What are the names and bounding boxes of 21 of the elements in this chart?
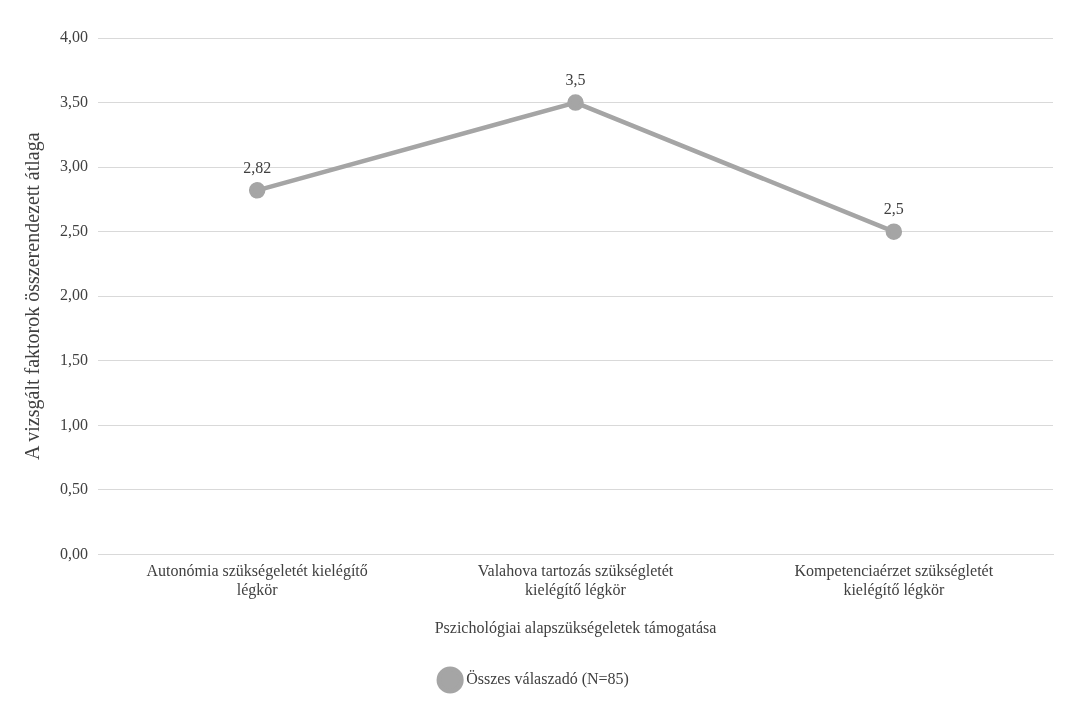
y-tick-label: 3,00	[60, 157, 88, 175]
y-tick-label: 0,50	[60, 480, 88, 498]
y-tick-label: 2,50	[60, 221, 88, 239]
y-tick-label: 4,00	[60, 28, 88, 46]
legend-label: Összes válaszadó (N=85)	[466, 670, 629, 689]
data-label: 2,5	[883, 199, 904, 217]
x-tick-label: Valahova tartozás szükségletét kielégítő légkör	[477, 562, 674, 600]
point	[248, 182, 266, 199]
x-tick-label: Autonómia szükségeletét kielégítő légkör	[146, 562, 368, 600]
y-tick-label: 3,50	[60, 92, 88, 110]
y-tick-label: 2,00	[60, 286, 88, 304]
point	[885, 223, 903, 240]
y-tick-label: 1,00	[60, 415, 88, 433]
data-label: 2,82	[243, 158, 272, 176]
y-tick-label: 0,00	[60, 544, 88, 562]
y-axis-title: A vizsgált faktorok összerendezett átlaga	[21, 132, 45, 461]
x-axis-title: Pszichológiai alapszükségeletek támogatása	[434, 618, 717, 637]
y-tick-label: 1,50	[60, 350, 88, 368]
point	[567, 94, 584, 111]
data-label: 3,5	[565, 70, 586, 88]
x-tick-label: Kompetenciaérzet szükségletét kielégítő légkör	[794, 562, 994, 600]
